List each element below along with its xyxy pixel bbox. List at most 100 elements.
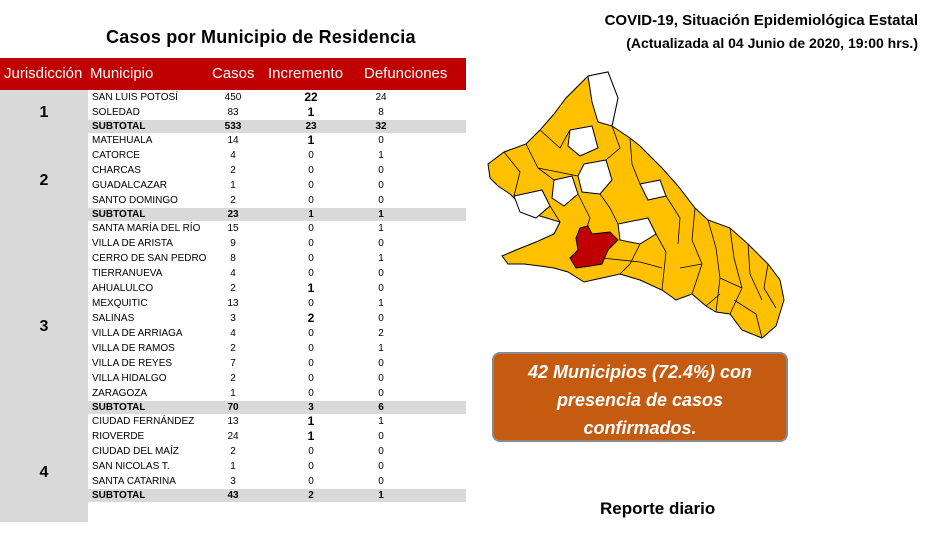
municipio-cell: SANTO DOMINGO — [92, 195, 178, 206]
incremento-cell: 0 — [308, 223, 314, 234]
jurisdiccion-number: 4 — [39, 464, 49, 481]
casos-cell: 14 — [227, 135, 239, 146]
municipio-cell: SUBTOTAL — [92, 490, 146, 501]
state-map — [487, 71, 785, 339]
defunciones-cell: 1 — [378, 150, 384, 161]
header-casos: Casos — [212, 65, 255, 82]
defunciones-cell: 0 — [378, 180, 384, 191]
municipio-cell: MEXQUITIC — [92, 298, 148, 309]
table-row: SANTA CATARINA 3 0 0 — [88, 474, 466, 489]
municipio-cell: SAN LUIS POTOSÍ — [92, 92, 178, 103]
table-row: MATEHUALA 14 1 0 — [88, 133, 466, 148]
table-row: RIOVERDE 24 1 0 — [88, 429, 466, 444]
incremento-cell: 3 — [308, 402, 314, 413]
casos-cell: 2 — [230, 343, 236, 354]
casos-cell: 83 — [227, 107, 239, 118]
subtotal-row: SUBTOTAL 533 23 32 — [88, 120, 466, 133]
municipio-cell: RIOVERDE — [92, 431, 145, 442]
subtotal-row: SUBTOTAL 70 3 6 — [88, 401, 466, 414]
incremento-cell: 0 — [308, 373, 314, 384]
casos-cell: 8 — [230, 253, 236, 264]
incremento-cell: 2 — [307, 311, 315, 325]
table-row: CATORCE 4 0 1 — [88, 148, 466, 163]
municipio-cell: SANTA CATARINA — [92, 476, 176, 487]
table-row: SANTO DOMINGO 2 0 0 — [88, 193, 466, 208]
map-region-no-cases — [513, 189, 551, 219]
subtotal-row: SUBTOTAL 23 1 1 — [88, 208, 466, 221]
casos-cell: 24 — [227, 431, 239, 442]
defunciones-cell: 2 — [378, 328, 384, 339]
defunciones-cell: 32 — [375, 121, 387, 132]
defunciones-cell: 0 — [378, 446, 384, 457]
incremento-cell: 0 — [308, 343, 314, 354]
municipio-cell: SALINAS — [92, 313, 135, 324]
municipio-cell: VILLA DE ARRIAGA — [92, 328, 183, 339]
map-region-cases — [487, 71, 785, 339]
incremento-cell: 0 — [308, 238, 314, 249]
defunciones-cell: 24 — [375, 92, 387, 103]
casos-cell: 2 — [230, 165, 236, 176]
defunciones-cell: 1 — [378, 209, 384, 220]
municipio-cell: VILLA DE ARISTA — [92, 238, 173, 249]
municipio-cell: VILLA HIDALGO — [92, 373, 167, 384]
page-title: COVID-19, Situación Epidemiológica Estat… — [605, 10, 918, 54]
title-line-1: COVID-19, Situación Epidemiológica Estat… — [604, 12, 918, 29]
incremento-cell: 1 — [307, 133, 315, 147]
defunciones-cell: 0 — [378, 476, 384, 487]
defunciones-cell: 0 — [378, 431, 384, 442]
casos-cell: 9 — [230, 238, 236, 249]
table-row: AHUALULCO 2 1 0 — [88, 281, 466, 296]
jurisdiccion-number: 1 — [39, 104, 49, 121]
defunciones-cell: 0 — [378, 313, 384, 324]
incremento-cell: 0 — [308, 461, 314, 472]
incremento-cell: 23 — [305, 121, 317, 132]
defunciones-cell: 1 — [378, 343, 384, 354]
casos-cell: 1 — [230, 180, 236, 191]
defunciones-cell: 8 — [378, 107, 384, 118]
defunciones-cell: 0 — [378, 461, 384, 472]
casos-cell: 43 — [227, 490, 239, 501]
defunciones-cell: 6 — [378, 402, 384, 413]
defunciones-cell: 1 — [378, 298, 384, 309]
casos-cell: 4 — [230, 328, 236, 339]
incremento-cell: 0 — [308, 150, 314, 161]
defunciones-cell: 0 — [378, 268, 384, 279]
incremento-cell: 1 — [307, 429, 315, 443]
table-row: GUADALCAZAR 1 0 0 — [88, 178, 466, 193]
table-row: CHARCAS 2 0 0 — [88, 163, 466, 178]
municipio-cell: CIUDAD DEL MAÍZ — [92, 446, 179, 457]
casos-cell: 7 — [230, 358, 236, 369]
cases-table: 1 2 3 4 SAN LUIS POTOSÍ 450 22 24 SOLEDAD 83 1… — [0, 90, 466, 522]
casos-cell: 2 — [230, 446, 236, 457]
defunciones-cell: 0 — [378, 373, 384, 384]
table-row: SAN NICOLAS T. 1 0 0 — [88, 459, 466, 474]
defunciones-cell: 1 — [378, 490, 384, 501]
municipio-cell: SOLEDAD — [92, 107, 140, 118]
table-row: CIUDAD FERNÁNDEZ 13 1 1 — [88, 414, 466, 429]
municipio-cell: VILLA DE RAMOS — [92, 343, 175, 354]
incremento-cell: 1 — [308, 209, 314, 220]
subtotal-row: SUBTOTAL 43 2 1 — [88, 489, 466, 502]
table-row: VILLA DE ARISTA 9 0 0 — [88, 236, 466, 251]
defunciones-cell: 0 — [378, 165, 384, 176]
casos-cell: 2 — [230, 283, 236, 294]
municipio-cell: SANTA MARÍA DEL RÍO — [92, 223, 201, 234]
table-row: SANTA MARÍA DEL RÍO 15 0 1 — [88, 221, 466, 236]
defunciones-cell: 1 — [378, 223, 384, 234]
map-region-no-cases — [567, 125, 599, 157]
municipio-cell: SUBTOTAL — [92, 121, 146, 132]
table-row: VILLA DE RAMOS 2 0 1 — [88, 341, 466, 356]
table-row: SALINAS 3 2 0 — [88, 311, 466, 326]
municipios-callout: 42 Municipios (72.4%) con presencia de c… — [492, 352, 788, 442]
defunciones-cell: 0 — [378, 195, 384, 206]
municipio-cell: SUBTOTAL — [92, 402, 146, 413]
defunciones-cell: 0 — [378, 283, 384, 294]
header-jurisdiccion: Jurisdicción — [4, 65, 83, 82]
incremento-cell: 0 — [308, 195, 314, 206]
header-municipio: Municipio — [90, 65, 154, 82]
municipio-cell: GUADALCAZAR — [92, 180, 168, 191]
table-row: VILLA DE ARRIAGA 4 0 2 — [88, 326, 466, 341]
municipio-cell: CERRO DE SAN PEDRO — [92, 253, 207, 264]
casos-cell: 23 — [227, 209, 239, 220]
table-header: Jurisdicción Municipio Casos Incremento … — [0, 58, 466, 90]
